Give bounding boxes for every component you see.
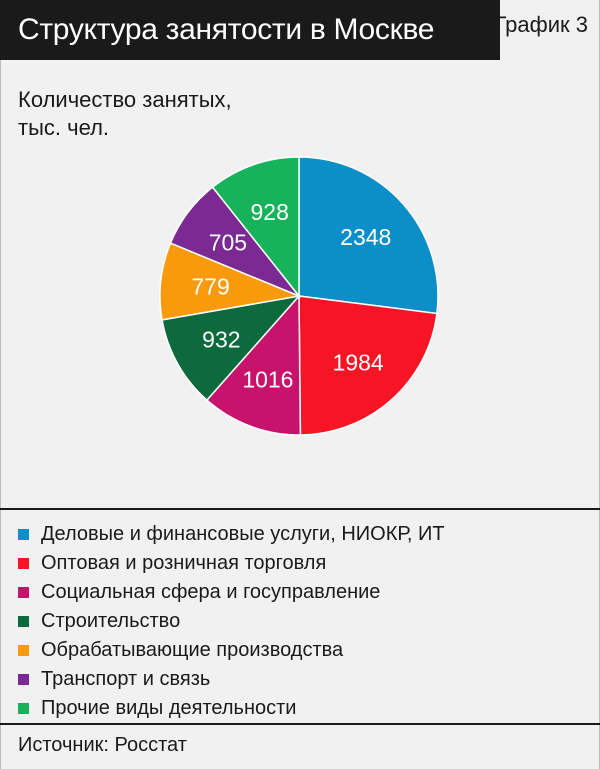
legend: Деловые и финансовые услуги, НИОКР, ИТ Оп…: [18, 520, 445, 723]
legend-swatch: [18, 703, 29, 714]
legend-label: Прочие виды деятельности: [41, 697, 297, 719]
unit-label-line-2: тыс. чел.: [18, 115, 110, 140]
chart-number: График 3: [494, 12, 588, 37]
legend-label: Обрабатывающие производства: [41, 639, 344, 661]
chart-title: Структура занятости в Москве: [0, 0, 500, 60]
pie-slice-value-5: 779: [191, 273, 229, 299]
pie-slice-value-3: 1016: [242, 366, 293, 392]
pie-slice-value-1: 2348: [340, 224, 391, 250]
legend-label: Оптовая и розничная торговля: [41, 552, 327, 574]
legend-top-divider: [0, 508, 600, 510]
pie-slice-value-7: 928: [251, 199, 289, 225]
pie-slice-7: [211, 156, 300, 299]
legend-label: Деловые и финансовые услуги, НИОКР, ИТ: [41, 523, 445, 545]
legend-swatch: [18, 587, 29, 598]
pie-slice-value-4: 932: [202, 326, 240, 352]
legend-swatch: [18, 645, 29, 656]
pie-slice-4: [161, 294, 301, 402]
unit-label: Количество занятых, тыс. чел.: [18, 86, 278, 142]
legend-item-7: Прочие виды деятельности: [18, 694, 445, 723]
legend-item-2: Оптовая и розничная торговля: [18, 549, 445, 578]
legend-swatch: [18, 674, 29, 685]
legend-label: Транспорт и связь: [41, 668, 211, 690]
legend-label: Строительство: [41, 610, 181, 632]
pie-slice-2: [298, 295, 438, 436]
legend-swatch: [18, 558, 29, 569]
legend-swatch: [18, 529, 29, 540]
pie-slice-3: [205, 294, 302, 436]
source-divider: [0, 723, 600, 725]
pie-slice-value-2: 1984: [333, 349, 384, 375]
legend-item-5: Обрабатывающие производства: [18, 636, 445, 665]
source-note: Источник: Росстат: [18, 734, 187, 756]
pie-slice-value-6: 705: [209, 230, 247, 256]
unit-label-line-1: Количество занятых,: [18, 87, 232, 112]
legend-item-4: Строительство: [18, 607, 445, 636]
legend-item-1: Деловые и финансовые услуги, НИОКР, ИТ: [18, 520, 445, 549]
legend-label: Социальная сфера и госуправление: [41, 581, 381, 603]
legend-item-6: Транспорт и связь: [18, 665, 445, 694]
legend-swatch: [18, 616, 29, 627]
legend-item-3: Социальная сфера и госуправление: [18, 578, 445, 607]
pie-slice-1: [298, 156, 439, 315]
chart-title-text: Структура занятости в Москве: [18, 13, 435, 46]
